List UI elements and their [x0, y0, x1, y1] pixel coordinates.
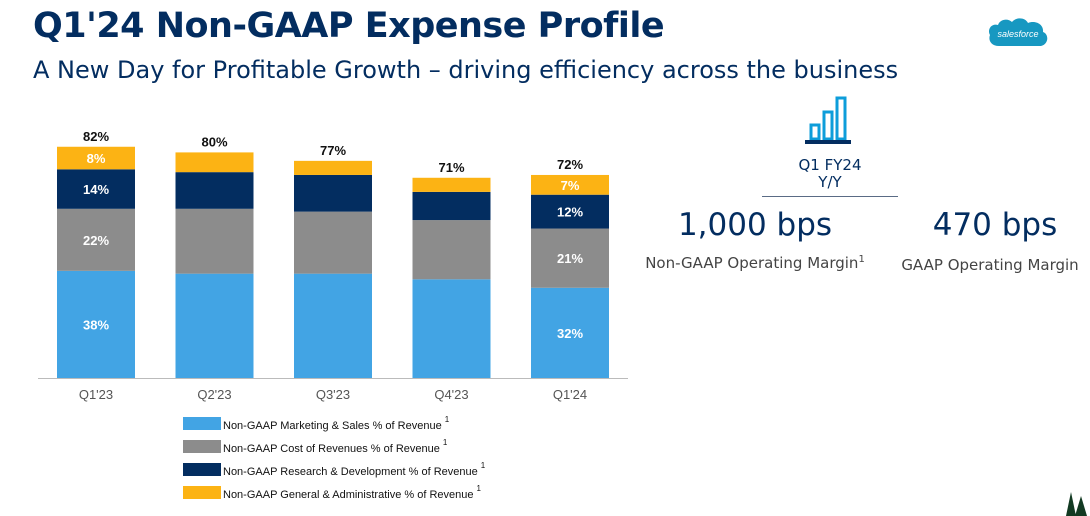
legend-item: Non-GAAP General & Administrative % of R…: [183, 484, 481, 501]
x-tick-label: Q1'24: [553, 387, 587, 402]
stacked-bar-chart: 38% 22% 14% 8% 82% Q1'23 80% Q2'23 77% Q3'23 71% Q4…: [38, 129, 628, 402]
legend-item: Non-GAAP Marketing & Sales % of Revenue1: [183, 415, 449, 432]
bar-segment: [531, 228, 609, 288]
metric-period-line1: Q1 FY24: [798, 156, 862, 174]
bar-total-label: 72%: [557, 157, 583, 172]
x-tick-label: Q3'23: [316, 387, 350, 402]
legend-swatch: [183, 485, 221, 499]
bar-segment: [531, 174, 609, 195]
non-gaap-margin-footnote: 1: [858, 254, 865, 265]
page-title: Q1'24 Non-GAAP Expense Profile: [33, 6, 665, 46]
bar-segment: [294, 160, 372, 175]
legend-swatch: [183, 416, 221, 430]
bar-segment: [294, 273, 372, 378]
bar-segment: [412, 220, 491, 280]
bar-total-label: 71%: [438, 160, 464, 175]
bar-total-label: 82%: [83, 129, 109, 144]
legend-label-text: Non-GAAP General & Administrative % of R…: [223, 488, 474, 501]
x-tick-label: Q2'23: [197, 387, 231, 402]
legend-item: Non-GAAP Cost of Revenues % of Revenue1: [183, 438, 447, 455]
bar-segment-label: 14%: [83, 182, 109, 197]
bar-segment: [531, 287, 609, 378]
legend-footnote: 1: [480, 460, 486, 470]
logo-text: salesforce: [997, 29, 1038, 39]
bar-segment: [57, 270, 135, 378]
bar-chart-icon: [805, 96, 851, 144]
non-gaap-margin-value: 1,000 bps: [677, 207, 833, 243]
page-subtitle: A New Day for Profitable Growth – drivin…: [33, 56, 899, 84]
x-tick-label: Q1'23: [79, 387, 113, 402]
legend-label-text: Non-GAAP Research & Development % of Rev…: [223, 465, 478, 478]
bar-segment: [412, 279, 491, 378]
bar-segment-label: 8%: [87, 151, 106, 166]
bar-segment-label: 21%: [557, 251, 583, 266]
legend-label-text: Non-GAAP Marketing & Sales % of Revenue: [223, 419, 442, 432]
legend-footnote: 1: [442, 437, 448, 447]
bar-segment-label: 38%: [83, 317, 109, 332]
x-tick-label: Q4'23: [434, 387, 468, 402]
legend-item: Non-GAAP Research & Development % of Rev…: [183, 461, 485, 478]
non-gaap-margin-label-text: Non-GAAP Operating Margin: [645, 254, 859, 272]
bar-segment-label: 22%: [83, 233, 109, 248]
gaap-margin-label: GAAP Operating Margin: [901, 256, 1079, 274]
metric-period-line2: Y/Y: [818, 173, 842, 191]
legend-swatch: [183, 439, 221, 453]
corner-tree-icon: [1066, 492, 1087, 516]
bar-segment-label: 12%: [557, 205, 583, 220]
bar-segment: [57, 146, 135, 170]
non-gaap-margin-label: Non-GAAP Operating Margin1: [630, 254, 880, 272]
bar-total-label: 77%: [320, 143, 346, 158]
legend-label: Non-GAAP Research & Development % of Rev…: [223, 461, 485, 478]
legend-swatch: [183, 462, 221, 476]
bar-segment: [175, 273, 254, 378]
legend-footnote: 1: [444, 414, 450, 424]
legend-label: Non-GAAP Cost of Revenues % of Revenue1: [223, 438, 447, 455]
metric-divider: [762, 196, 898, 197]
bar-total-label: 80%: [201, 134, 227, 149]
bar-segment: [57, 208, 135, 271]
bar-segment: [57, 169, 135, 209]
bar-segment: [412, 177, 491, 192]
legend-label: Non-GAAP Marketing & Sales % of Revenue1: [223, 415, 449, 432]
legend-footnote: 1: [476, 483, 481, 493]
bar-segment-label: 7%: [561, 178, 580, 193]
bar-segment-label: 32%: [557, 326, 583, 341]
bar-segment: [294, 174, 372, 212]
bar-segment: [175, 172, 254, 209]
bar-segment: [531, 194, 609, 229]
legend-label-text: Non-GAAP Cost of Revenues % of Revenue: [223, 442, 440, 455]
bar-segment: [175, 152, 254, 173]
metric-period: Q1 FY24 Y/Y: [760, 157, 900, 191]
legend-label: Non-GAAP General & Administrative % of R…: [223, 484, 481, 501]
bar-segment: [294, 211, 372, 274]
bar-segment: [175, 208, 254, 274]
bar-segment: [412, 191, 491, 221]
salesforce-logo: salesforce: [988, 18, 1048, 46]
gaap-margin-value: 470 bps: [932, 207, 1058, 243]
